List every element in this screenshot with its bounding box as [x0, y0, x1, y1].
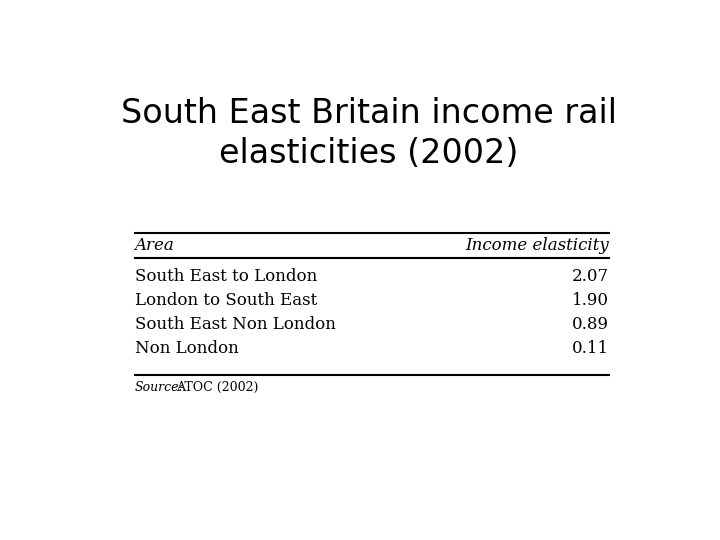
- Text: Income elasticity: Income elasticity: [465, 237, 609, 254]
- Text: 1.90: 1.90: [572, 292, 609, 309]
- Text: 0.89: 0.89: [572, 316, 609, 333]
- Text: Source:: Source:: [135, 381, 184, 394]
- Text: London to South East: London to South East: [135, 292, 317, 309]
- Text: Area: Area: [135, 237, 174, 254]
- Text: South East to London: South East to London: [135, 267, 317, 285]
- Text: South East Non London: South East Non London: [135, 316, 336, 333]
- Text: 2.07: 2.07: [572, 267, 609, 285]
- Text: South East Britain income rail
elasticities (2002): South East Britain income rail elasticit…: [121, 97, 617, 170]
- Text: 0.11: 0.11: [572, 340, 609, 357]
- Text: ATOC (2002): ATOC (2002): [176, 381, 259, 394]
- Text: Non London: Non London: [135, 340, 238, 357]
